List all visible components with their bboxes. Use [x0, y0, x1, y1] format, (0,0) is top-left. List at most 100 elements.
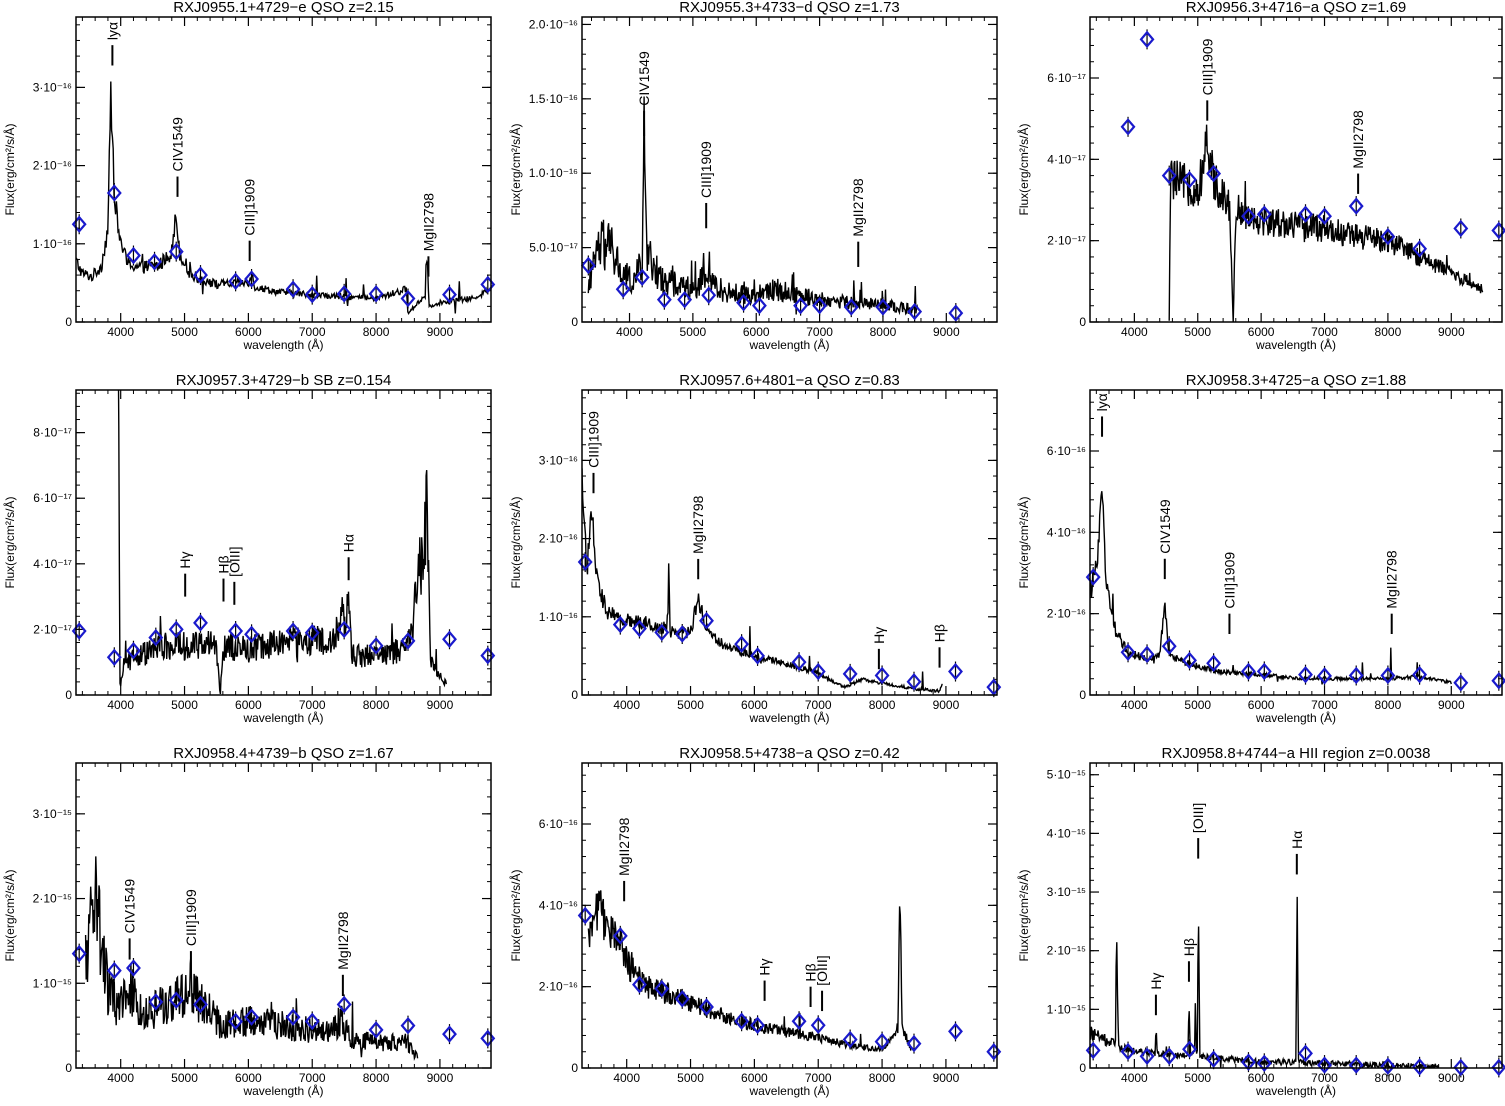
photometry-point [244, 625, 260, 644]
photometry-point [875, 298, 891, 316]
photometry-point [1085, 1041, 1101, 1060]
x-tick-label: 6000 [235, 1071, 262, 1085]
photometry-point [736, 293, 752, 312]
photometry-point [336, 995, 352, 1014]
photometry-point [1120, 643, 1136, 661]
photometry-point [615, 280, 631, 298]
photometry-point [1380, 1057, 1396, 1075]
x-tick-label: 6000 [741, 1071, 768, 1085]
photometry-point [612, 927, 628, 945]
photometry-point [577, 553, 593, 571]
photometry-point [1348, 197, 1364, 215]
photometry-point [734, 635, 750, 653]
y-tick-label: 0 [65, 1061, 72, 1075]
x-tick-label: 7000 [1311, 698, 1338, 712]
y-tick-label: 0 [571, 315, 578, 329]
photometry-point [812, 296, 828, 315]
y-tick-label: 4·10⁻¹⁵ [1047, 826, 1086, 840]
line-label: [OIII] [1190, 803, 1206, 833]
y-axis-label: Flux(erg/cm²/s/Å) [508, 123, 523, 215]
photometry-point [71, 215, 87, 233]
photometry-point [1453, 219, 1469, 238]
photometry-point [148, 993, 164, 1011]
photometry-point [810, 1016, 826, 1034]
x-tick-label: 9000 [1438, 698, 1465, 712]
plot-frame [75, 389, 492, 696]
photometry-point [244, 1008, 260, 1026]
x-tick-label: 4000 [1121, 325, 1148, 339]
panel-title: RXJ0956.3+4716−a QSO z=1.69 [1186, 0, 1407, 16]
x-tick-label: 4000 [616, 325, 643, 339]
photometry-point [612, 615, 628, 634]
line-label: MgII2798 [850, 178, 866, 237]
photometry-point [701, 286, 717, 304]
photometry-point [874, 1032, 890, 1051]
photometry-point [1182, 651, 1197, 670]
photometry-point [1120, 118, 1136, 136]
photometry-point [168, 620, 184, 639]
x-tick-label: 9000 [427, 325, 454, 339]
photometry-point [442, 1025, 457, 1043]
line-label: MgII2798 [616, 817, 632, 876]
line-label: [OIII] [814, 955, 830, 985]
x-tick-label: 5000 [171, 698, 198, 712]
x-tick-label: 7000 [299, 325, 326, 339]
x-tick-label: 4000 [1121, 1071, 1148, 1085]
photometry-point [1348, 666, 1364, 685]
y-tick-label: 4·10⁻¹⁶ [539, 898, 578, 912]
line-label: CIII]1909 [183, 889, 199, 946]
spectrum-panel-6: RXJ0958.3+4725−a QSO z=1.88 4000 5000 6000 7… [1016, 372, 1505, 725]
line-label: Hγ [757, 958, 773, 975]
photometry-point [1120, 1042, 1136, 1061]
panel-title: RXJ0955.3+4733−d QSO z=1.73 [679, 0, 900, 16]
photometry-point [843, 298, 859, 316]
line-label: Hβ [215, 555, 231, 573]
x-tick-label: 5000 [1184, 1071, 1211, 1085]
photometry-point [1380, 227, 1396, 246]
photometry-point [1317, 207, 1332, 225]
spectrum-panel-7: RXJ0958.4+4739−b QSO z=1.67 4000 5000 6000 7… [2, 745, 496, 1098]
y-tick-label: 0 [1079, 1061, 1086, 1075]
x-tick-label: 4000 [613, 698, 640, 712]
photometry-point [368, 637, 384, 655]
x-tick-label: 6000 [235, 325, 262, 339]
photometry-point [336, 285, 352, 303]
photometry-point [674, 625, 690, 643]
photometry-point [285, 1008, 301, 1026]
photometry-point [632, 975, 647, 994]
y-tick-label: 3·10⁻¹⁵ [1047, 885, 1086, 899]
panel-title: RXJ0958.5+4738−a QSO z=0.42 [679, 745, 900, 762]
photometry-point [874, 666, 890, 685]
x-tick-label: 6000 [235, 698, 262, 712]
photometry-point [1348, 1056, 1364, 1074]
y-tick-label: 8·10⁻¹⁷ [33, 426, 72, 440]
photometry-point [1256, 205, 1272, 223]
y-tick-label: 1·10⁻¹⁶ [539, 610, 578, 624]
photometry-point [632, 619, 647, 638]
x-tick-label: 8000 [870, 325, 897, 339]
photometry-point [336, 620, 352, 639]
photometry-point [147, 253, 162, 271]
photometry-point [480, 1029, 496, 1048]
panel-title: RXJ0958.8+4744−a HII region z=0.0038 [1162, 745, 1431, 762]
y-tick-label: 5.0·10⁻¹⁷ [529, 241, 578, 255]
photometry-point [948, 304, 964, 322]
y-tick-label: 0 [65, 315, 72, 329]
line-label: CIII]1909 [585, 411, 601, 468]
photometry-point [400, 632, 416, 650]
photometry-point [126, 642, 141, 660]
photometry-point [906, 1034, 922, 1053]
spectrum-line [117, 390, 447, 695]
y-tick-label: 1.0·10⁻¹⁶ [529, 166, 578, 180]
panel-title: RXJ0957.3+4729−b SB z=0.154 [176, 372, 392, 389]
spectrum-line [1168, 124, 1484, 322]
photometry-point [193, 614, 208, 632]
spectrum-panel-4: RXJ0957.3+4729−b SB z=0.154 4000 5000 6000 7… [2, 372, 496, 725]
x-tick-label: 5000 [171, 325, 198, 339]
photometry-point [1206, 1050, 1222, 1068]
photometry-point [71, 944, 87, 963]
photometry-point [677, 290, 693, 309]
photometry-point [656, 290, 672, 309]
line-label: CIV1549 [636, 51, 652, 106]
plot-frame [1089, 389, 1503, 696]
